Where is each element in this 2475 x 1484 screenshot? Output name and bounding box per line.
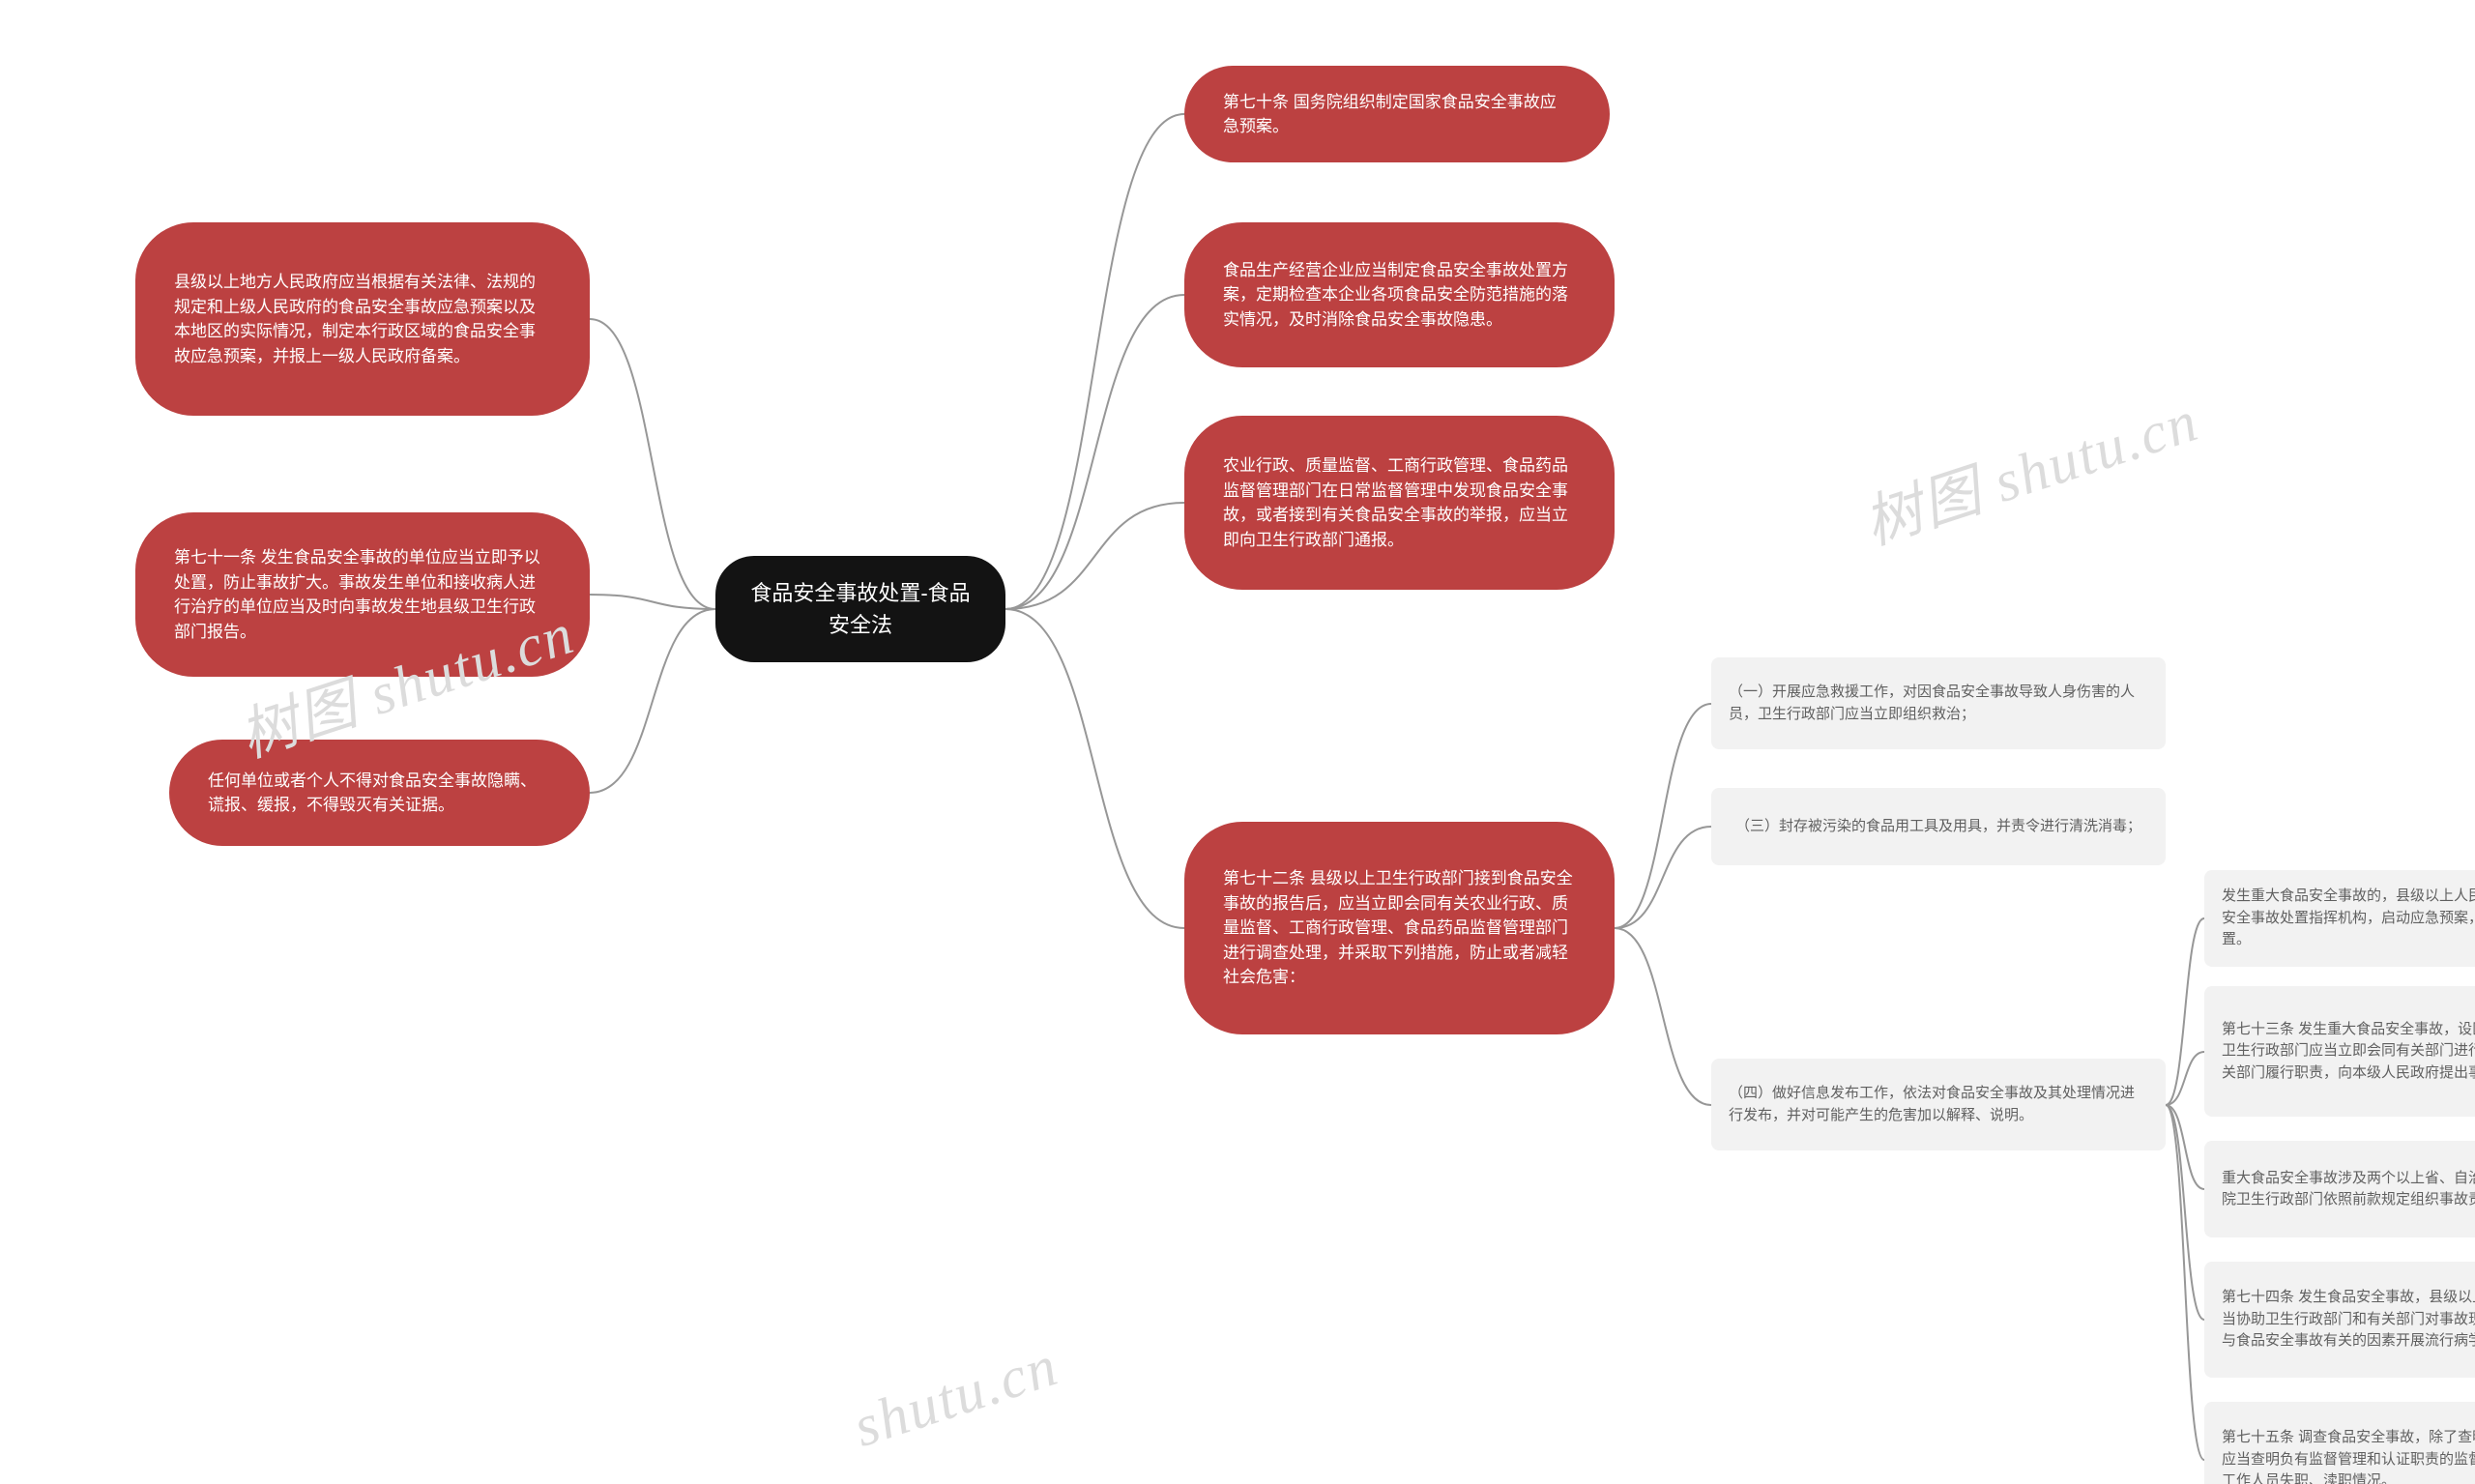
edge-g3-gg3 [2166,1105,2204,1189]
edge-g3-gg1 [2166,918,2204,1105]
leaf-gg5: 第七十五条 调查食品安全事故，除了查明事故单位的责任，还应当查明负有监督管理和认… [2204,1402,2475,1484]
leaf-g1: （一）开展应急救援工作，对因食品安全事故导致人身伤害的人员，卫生行政部门应当立即… [1711,657,2166,749]
edge-root-r1 [1005,114,1184,609]
watermark: 树图 shutu.cn [1851,374,2207,562]
edge-g3-gg5 [2166,1105,2204,1460]
leaf-gg4: 第七十四条 发生食品安全事故，县级以上疾病预防控制机构应当协助卫生行政部门和有关… [2204,1262,2475,1378]
root-node: 食品安全事故处置-食品安全法 [715,556,1005,662]
branch-r1: 第七十条 国务院组织制定国家食品安全事故应急预案。 [1184,66,1610,162]
branch-r4: 第七十二条 县级以上卫生行政部门接到食品安全事故的报告后，应当立即会同有关农业行… [1184,822,1615,1034]
watermark: shutu.cn [846,1332,1066,1461]
edge-root-r2 [1005,295,1184,609]
leaf-gg3: 重大食品安全事故涉及两个以上省、自治区、直辖市的，由国务院卫生行政部门依照前款规… [2204,1141,2475,1237]
edge-r4-g1 [1615,704,1711,928]
edge-r4-g3 [1615,928,1711,1105]
leaf-gg1: 发生重大食品安全事故的，县级以上人民政府应当立即成立食品安全事故处置指挥机构，启… [2204,870,2475,967]
leaf-g2: （三）封存被污染的食品用工具及用具，并责令进行清洗消毒； [1711,788,2166,865]
edge-root-l1 [590,319,715,609]
leaf-g3: （四）做好信息发布工作，依法对食品安全事故及其处理情况进行发布，并对可能产生的危… [1711,1059,2166,1150]
branch-l2: 第七十一条 发生食品安全事故的单位应当立即予以处置，防止事故扩大。事故发生单位和… [135,512,590,677]
edge-root-l3 [590,609,715,793]
leaf-gg2: 第七十三条 发生重大食品安全事故，设区的市级以上人民政府卫生行政部门应当立即会同… [2204,986,2475,1117]
branch-l3: 任何单位或者个人不得对食品安全事故隐瞒、谎报、缓报，不得毁灭有关证据。 [169,740,590,846]
edge-r4-g2 [1615,827,1711,928]
branch-l1: 县级以上地方人民政府应当根据有关法律、法规的规定和上级人民政府的食品安全事故应急… [135,222,590,416]
edge-root-l2 [590,595,715,609]
edge-root-r4 [1005,609,1184,928]
branch-r3: 农业行政、质量监督、工商行政管理、食品药品监督管理部门在日常监督管理中发现食品安… [1184,416,1615,590]
edge-g3-gg2 [2166,1052,2204,1105]
edge-root-r3 [1005,503,1184,609]
branch-r2: 食品生产经营企业应当制定食品安全事故处置方案，定期检查本企业各项食品安全防范措施… [1184,222,1615,367]
edge-g3-gg4 [2166,1105,2204,1320]
